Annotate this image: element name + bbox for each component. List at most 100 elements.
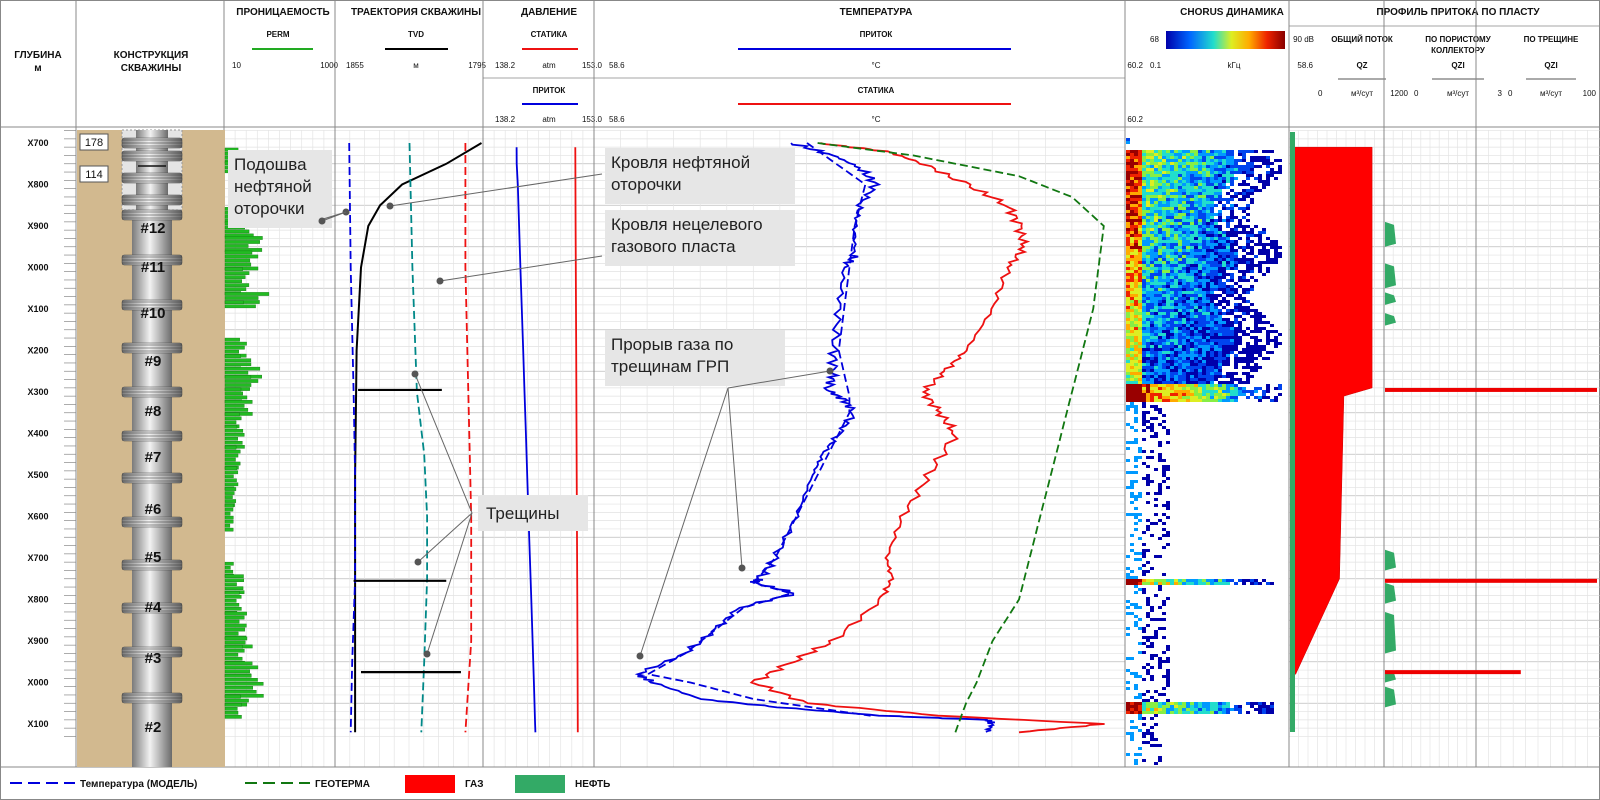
chorus-cell	[1146, 345, 1150, 348]
depth-label: X300	[27, 387, 48, 397]
chorus-cell	[1150, 264, 1154, 267]
chorus-cell	[1218, 189, 1222, 192]
chorus-cell	[1170, 264, 1174, 267]
chorus-cell	[1234, 261, 1238, 264]
chorus-cell	[1210, 285, 1214, 288]
chorus-cell	[1150, 312, 1154, 315]
chorus-cell	[1142, 282, 1146, 285]
chorus-cell	[1190, 306, 1194, 309]
chorus-cell	[1178, 210, 1182, 213]
chorus-cell	[1250, 309, 1254, 312]
chorus-cell	[1162, 351, 1166, 354]
chorus-cell	[1130, 198, 1134, 201]
chorus-cell	[1126, 486, 1130, 489]
chorus-cell	[1158, 666, 1162, 669]
chorus-cell	[1222, 336, 1226, 339]
chorus-cell	[1238, 342, 1242, 345]
chorus-cell	[1166, 699, 1170, 702]
chorus-cell	[1162, 375, 1166, 378]
chorus-cell	[1222, 231, 1226, 234]
chorus-cell	[1242, 300, 1246, 303]
chorus-cell	[1278, 159, 1282, 162]
chorus-cell	[1266, 357, 1270, 360]
chorus-cell	[1162, 513, 1166, 516]
chorus-cell	[1222, 150, 1226, 153]
chorus-cell	[1126, 315, 1130, 318]
chorus-cell	[1214, 258, 1218, 261]
chorus-cell	[1186, 396, 1190, 399]
chorus-cell	[1178, 399, 1182, 402]
chorus-cell	[1138, 747, 1142, 750]
chorus-cell	[1278, 252, 1282, 255]
chorus-cell	[1154, 705, 1158, 708]
chorus-cell	[1194, 315, 1198, 318]
perm-bar	[224, 682, 264, 686]
chorus-cell	[1206, 240, 1210, 243]
annotation-gas-top-text: газового пласта	[611, 237, 736, 256]
chorus-cell	[1166, 468, 1170, 471]
chorus-cell	[1150, 168, 1154, 171]
chorus-cell	[1198, 192, 1202, 195]
chorus-cell	[1214, 156, 1218, 159]
chorus-cell	[1186, 378, 1190, 381]
chorus-cell	[1130, 225, 1134, 228]
chorus-cell	[1190, 705, 1194, 708]
chorus-cell	[1194, 279, 1198, 282]
chorus-cell	[1170, 288, 1174, 291]
chorus-cell	[1166, 294, 1170, 297]
chorus-cell	[1206, 384, 1210, 387]
chorus-cell	[1246, 237, 1250, 240]
chorus-cell	[1178, 393, 1182, 396]
chorus-cell	[1214, 372, 1218, 375]
chorus-cell	[1142, 261, 1146, 264]
chorus-cell	[1170, 291, 1174, 294]
chorus-cell	[1222, 288, 1226, 291]
chorus-cell	[1134, 183, 1138, 186]
chorus-cell	[1170, 177, 1174, 180]
chorus-cell	[1210, 351, 1214, 354]
chorus-cell	[1138, 627, 1142, 630]
chorus-cell	[1266, 174, 1270, 177]
chorus-cell	[1218, 171, 1222, 174]
chorus-cell	[1138, 234, 1142, 237]
chorus-cell	[1174, 207, 1178, 210]
chorus-cell	[1210, 249, 1214, 252]
chorus-cell	[1206, 225, 1210, 228]
chorus-cell	[1142, 165, 1146, 168]
chorus-cell	[1162, 165, 1166, 168]
chorus-cell	[1210, 345, 1214, 348]
chorus-cell	[1138, 162, 1142, 165]
chorus-cell	[1226, 234, 1230, 237]
perm-bar	[224, 715, 242, 719]
chorus-cell	[1246, 183, 1250, 186]
legend-oil-label: НЕФТЬ	[575, 779, 610, 790]
chorus-cell	[1158, 255, 1162, 258]
chorus-cell	[1154, 327, 1158, 330]
chorus-cell	[1190, 156, 1194, 159]
chorus-cell	[1198, 201, 1202, 204]
chorus-cell	[1230, 279, 1234, 282]
chorus-cell	[1158, 618, 1162, 621]
chorus-cell	[1146, 612, 1150, 615]
chorus-cell	[1174, 258, 1178, 261]
chorus-cell	[1222, 348, 1226, 351]
chorus-cell	[1146, 339, 1150, 342]
chorus-cell	[1190, 348, 1194, 351]
chorus-cell	[1226, 702, 1230, 705]
chorus-cell	[1146, 204, 1150, 207]
chorus-cell	[1150, 213, 1154, 216]
chorus-cell	[1234, 342, 1238, 345]
chorus-cell	[1214, 303, 1218, 306]
chorus-cell	[1170, 252, 1174, 255]
chorus-cell	[1230, 708, 1234, 711]
chorus-cell	[1234, 228, 1238, 231]
chorus-cell	[1174, 291, 1178, 294]
chorus-cell	[1130, 219, 1134, 222]
chorus-cell	[1194, 396, 1198, 399]
chorus-cell	[1186, 261, 1190, 264]
chorus-cell	[1130, 702, 1134, 705]
chorus-cell	[1254, 255, 1258, 258]
chorus-cell	[1230, 264, 1234, 267]
chorus-cell	[1142, 564, 1146, 567]
chorus-cell	[1258, 330, 1262, 333]
